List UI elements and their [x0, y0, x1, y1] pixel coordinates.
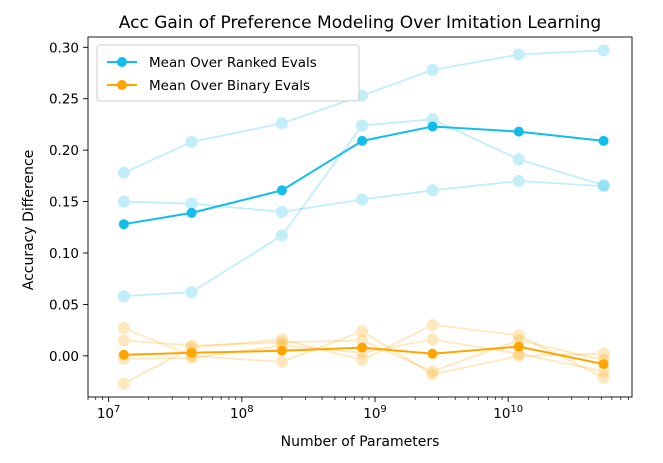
- y-tick-label: 0.15: [49, 195, 79, 211]
- ranked-mean-series: [118, 121, 609, 230]
- y-axis-label: Accuracy Difference: [21, 150, 37, 291]
- legend: Mean Over Ranked Evals Mean Over Binary E…: [96, 44, 360, 102]
- data-point: [118, 349, 129, 360]
- data-point: [276, 185, 287, 196]
- data-point: [186, 207, 197, 218]
- x-tick-label: 107: [97, 404, 121, 422]
- x-tick-exponent: 9: [380, 404, 386, 415]
- legend-box: [96, 44, 360, 102]
- data-point: [512, 329, 525, 342]
- data-point: [426, 319, 439, 331]
- y-tick-label: 0.20: [49, 143, 79, 159]
- data-point: [117, 195, 130, 208]
- y-tick-label: 0.10: [49, 246, 79, 262]
- binary-component-series: [117, 319, 610, 390]
- data-point: [513, 341, 524, 352]
- x-tick-exponent: 8: [247, 404, 253, 415]
- x-tick-exponent: 7: [114, 404, 120, 415]
- x-tick-label: 109: [363, 404, 387, 422]
- ranked-component-series: [117, 113, 610, 303]
- data-point: [275, 205, 288, 218]
- y-tick-label: 0.05: [49, 297, 79, 313]
- series-line: [123, 338, 604, 373]
- data-point: [426, 365, 439, 378]
- data-point: [356, 193, 369, 206]
- data-point: [356, 119, 369, 132]
- data-point: [427, 348, 438, 359]
- data-point: [597, 44, 610, 57]
- y-tick-label: 0.25: [49, 92, 79, 108]
- x-tick-base: 10: [230, 406, 247, 422]
- data-point: [185, 286, 198, 299]
- x-tick-exponent: 10: [510, 404, 523, 415]
- x-tick-label: 108: [230, 404, 254, 422]
- data-point: [597, 347, 610, 360]
- data-point: [357, 342, 368, 353]
- data-point: [427, 121, 438, 132]
- data-point: [357, 135, 368, 146]
- y-tick-label: 0.30: [49, 40, 79, 56]
- data-point: [597, 371, 610, 384]
- x-tick-base: 10: [363, 406, 380, 422]
- series-line: [123, 49, 604, 174]
- data-point: [426, 333, 439, 346]
- data-point: [512, 349, 525, 362]
- legend-marker: [117, 57, 127, 67]
- data-point: [118, 219, 129, 230]
- data-point: [597, 179, 610, 192]
- data-point: [275, 356, 288, 368]
- data-point: [512, 347, 525, 360]
- data-point: [117, 322, 130, 335]
- data-point: [598, 135, 609, 146]
- data-point: [186, 347, 197, 358]
- data-point: [512, 153, 525, 166]
- data-point: [426, 113, 439, 126]
- binary-mean-series: [118, 341, 609, 370]
- x-tick-label: 1010: [493, 404, 523, 422]
- x-tick-base: 10: [493, 406, 510, 422]
- data-point: [426, 184, 439, 197]
- x-axis-label: Number of Parameters: [281, 434, 440, 450]
- data-point: [512, 48, 525, 61]
- data-point: [185, 135, 198, 148]
- data-point: [597, 180, 610, 193]
- data-point: [598, 359, 609, 370]
- data-point: [275, 336, 288, 349]
- ranked-component-series: [117, 44, 610, 179]
- data-point: [512, 175, 525, 187]
- series-line: [123, 118, 604, 298]
- data-point: [276, 345, 287, 356]
- data-point: [117, 377, 130, 390]
- data-point: [275, 117, 288, 130]
- legend-label: Mean Over Ranked Evals: [149, 55, 317, 71]
- ranked-component-series: [117, 175, 610, 218]
- data-point: [356, 325, 369, 338]
- plot-frame: [87, 36, 633, 398]
- data-point: [185, 197, 198, 210]
- plot-area: [117, 44, 610, 390]
- legend-label: Mean Over Binary Evals: [149, 78, 310, 94]
- data-point: [117, 334, 130, 347]
- data-point: [597, 365, 610, 378]
- data-point: [275, 333, 288, 346]
- data-point: [356, 334, 369, 347]
- series-line: [123, 324, 605, 385]
- y-tick-label: 0.00: [49, 349, 79, 365]
- series-line: [123, 339, 604, 373]
- data-point: [117, 166, 130, 179]
- data-point: [513, 126, 524, 137]
- data-point: [356, 354, 369, 366]
- data-point: [117, 290, 130, 303]
- data-point: [426, 368, 439, 381]
- data-point: [185, 339, 198, 352]
- data-point: [426, 63, 439, 76]
- data-point: [275, 229, 288, 242]
- x-tick-base: 10: [97, 406, 114, 422]
- chart-title: Acc Gain of Preference Modeling Over Imi…: [119, 13, 601, 33]
- legend-marker: [117, 80, 127, 90]
- series-line: [123, 180, 604, 213]
